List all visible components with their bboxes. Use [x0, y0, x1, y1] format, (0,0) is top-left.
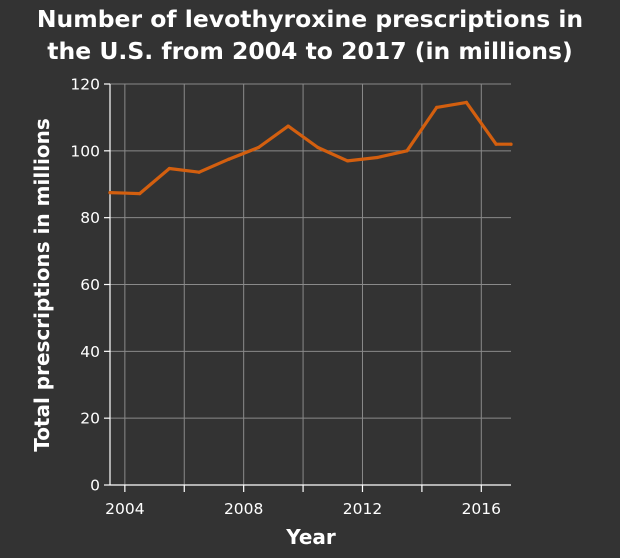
grid [110, 83, 511, 486]
data-point [256, 145, 261, 150]
y-tick-label: 100 [70, 142, 100, 160]
data-point [197, 170, 201, 174]
data-point [494, 142, 498, 146]
data-point [138, 192, 142, 196]
y-tick-label: 60 [80, 276, 100, 294]
x-tick-label: 2012 [343, 500, 382, 518]
x-axis-label: Year [285, 525, 336, 549]
data-point [316, 145, 320, 150]
series-line [108, 100, 513, 196]
tick-labels: 0 20 40 60 80 100 120 2004 2008 2012 2016 [70, 76, 501, 519]
data-point [286, 124, 290, 128]
x-tick-label: 2004 [105, 500, 144, 518]
data-point [108, 191, 112, 195]
chart-title-line-1: Number of levothyroxine prescriptions in [37, 5, 583, 33]
data-point [167, 166, 171, 171]
data-point [405, 149, 409, 153]
data-point [346, 159, 350, 163]
data-point [375, 155, 379, 160]
data-point [227, 157, 231, 161]
y-tick-label: 0 [90, 477, 100, 495]
data-point [464, 100, 468, 104]
y-axis-label: Total prescriptions in millions [30, 118, 54, 452]
data-point [435, 105, 439, 109]
x-tick-label: 2016 [462, 500, 501, 518]
series [108, 100, 513, 196]
y-tick-label: 120 [70, 76, 100, 94]
y-tick-label: 20 [80, 410, 100, 428]
axes [104, 83, 511, 492]
y-tick-label: 40 [80, 343, 100, 361]
x-tick-label: 2008 [224, 500, 263, 518]
data-point [509, 142, 513, 146]
y-tick-label: 80 [80, 209, 100, 227]
chart-title-line-2: the U.S. from 2004 to 2017 (in millions) [47, 37, 573, 65]
